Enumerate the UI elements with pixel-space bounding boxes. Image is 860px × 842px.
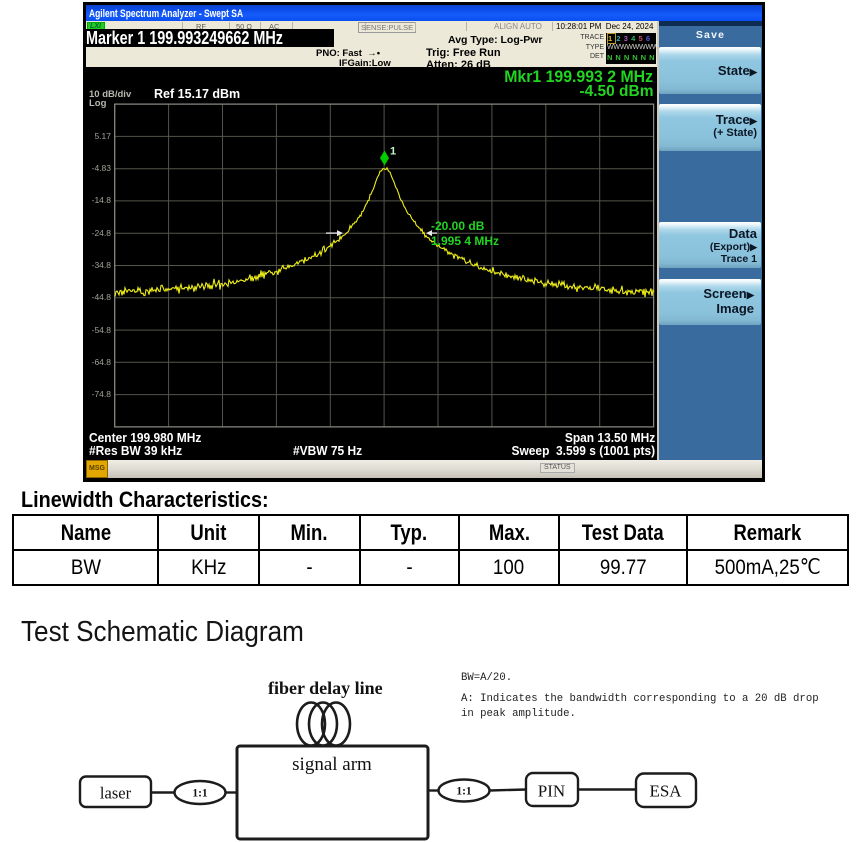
svg-text:ESA: ESA <box>649 782 682 801</box>
svg-text:1:1: 1:1 <box>456 786 472 798</box>
svg-text:signal arm: signal arm <box>292 754 372 775</box>
svg-text:laser: laser <box>100 784 132 803</box>
svg-text:PIN: PIN <box>538 782 565 801</box>
svg-text:fiber delay line: fiber delay line <box>268 678 383 698</box>
svg-text:1:1: 1:1 <box>192 788 208 800</box>
svg-text:1: 1 <box>390 145 396 157</box>
